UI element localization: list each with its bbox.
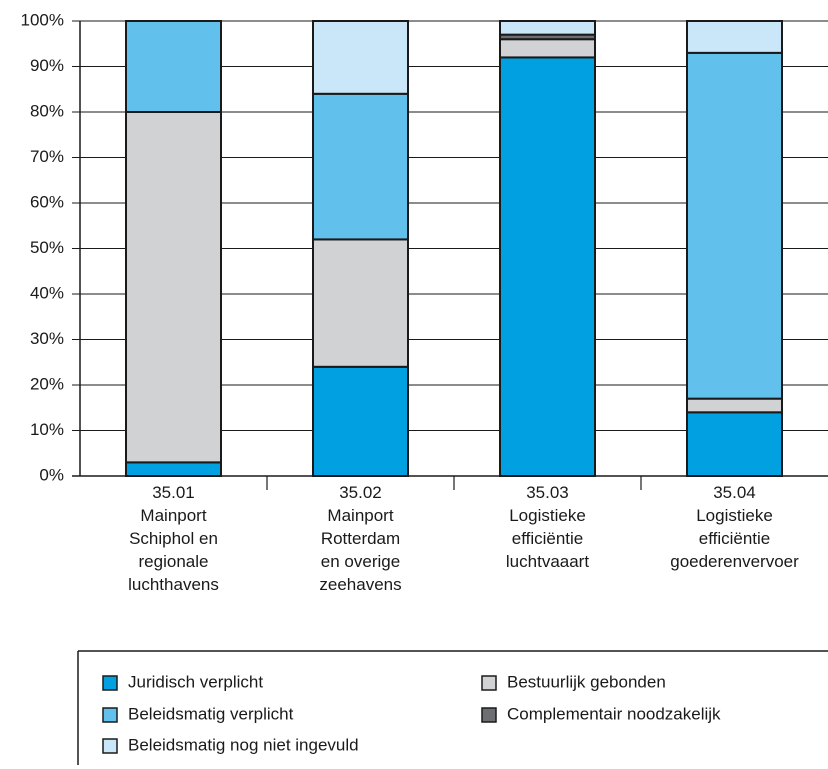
bar-segment bbox=[125, 20, 222, 113]
y-tick-label: 90% bbox=[30, 56, 64, 75]
bar-segment bbox=[499, 20, 596, 36]
y-tick-label: 20% bbox=[30, 374, 64, 393]
bar-segment bbox=[312, 365, 409, 477]
y-tick-label: 60% bbox=[30, 192, 64, 211]
bar-segment bbox=[125, 461, 222, 478]
bar-segment bbox=[686, 397, 783, 414]
legend-label: Bestuurlijk gebonden bbox=[507, 672, 666, 691]
legend-swatch bbox=[102, 738, 118, 754]
legend-swatch bbox=[481, 707, 497, 723]
legend-swatch bbox=[102, 675, 118, 691]
y-tick-label: 40% bbox=[30, 283, 64, 302]
legend-label: Complementair noodzakelijk bbox=[507, 704, 721, 723]
y-tick-label: 30% bbox=[30, 329, 64, 348]
bar-segment bbox=[312, 20, 409, 95]
legend-label: Beleidsmatig nog niet ingevuld bbox=[128, 735, 359, 754]
bar-segment bbox=[686, 20, 783, 54]
x-tick-label: 35.01 Mainport Schiphol en regionale luchtha… bbox=[128, 483, 219, 594]
legend-label: Juridisch verplicht bbox=[128, 672, 263, 691]
x-tick-label: 35.03 Logistieke efficiëntie luchtvaaart bbox=[506, 483, 589, 571]
x-tick-label: 35.02 Mainport Rotterdam en overige zeehaven… bbox=[319, 483, 401, 594]
y-tick-label: 100% bbox=[21, 10, 64, 29]
bar-segment bbox=[686, 51, 783, 400]
y-tick-label: 50% bbox=[30, 238, 64, 257]
bar-segment bbox=[125, 111, 222, 464]
bar-segment bbox=[686, 411, 783, 477]
x-tick-label: 35.04 Logistieke efficiëntie goederenvervoe… bbox=[670, 483, 799, 571]
y-tick-label: 80% bbox=[30, 101, 64, 120]
bar-segment bbox=[499, 38, 596, 59]
legend-swatch bbox=[102, 707, 118, 723]
y-tick-label: 0% bbox=[39, 465, 64, 484]
legend-label: Beleidsmatig verplicht bbox=[128, 704, 294, 723]
y-tick-label: 70% bbox=[30, 147, 64, 166]
legend-swatch bbox=[481, 675, 497, 691]
bar-segment bbox=[499, 56, 596, 478]
bar-segment bbox=[312, 238, 409, 368]
bar-segment bbox=[312, 92, 409, 241]
y-tick-label: 10% bbox=[30, 420, 64, 439]
